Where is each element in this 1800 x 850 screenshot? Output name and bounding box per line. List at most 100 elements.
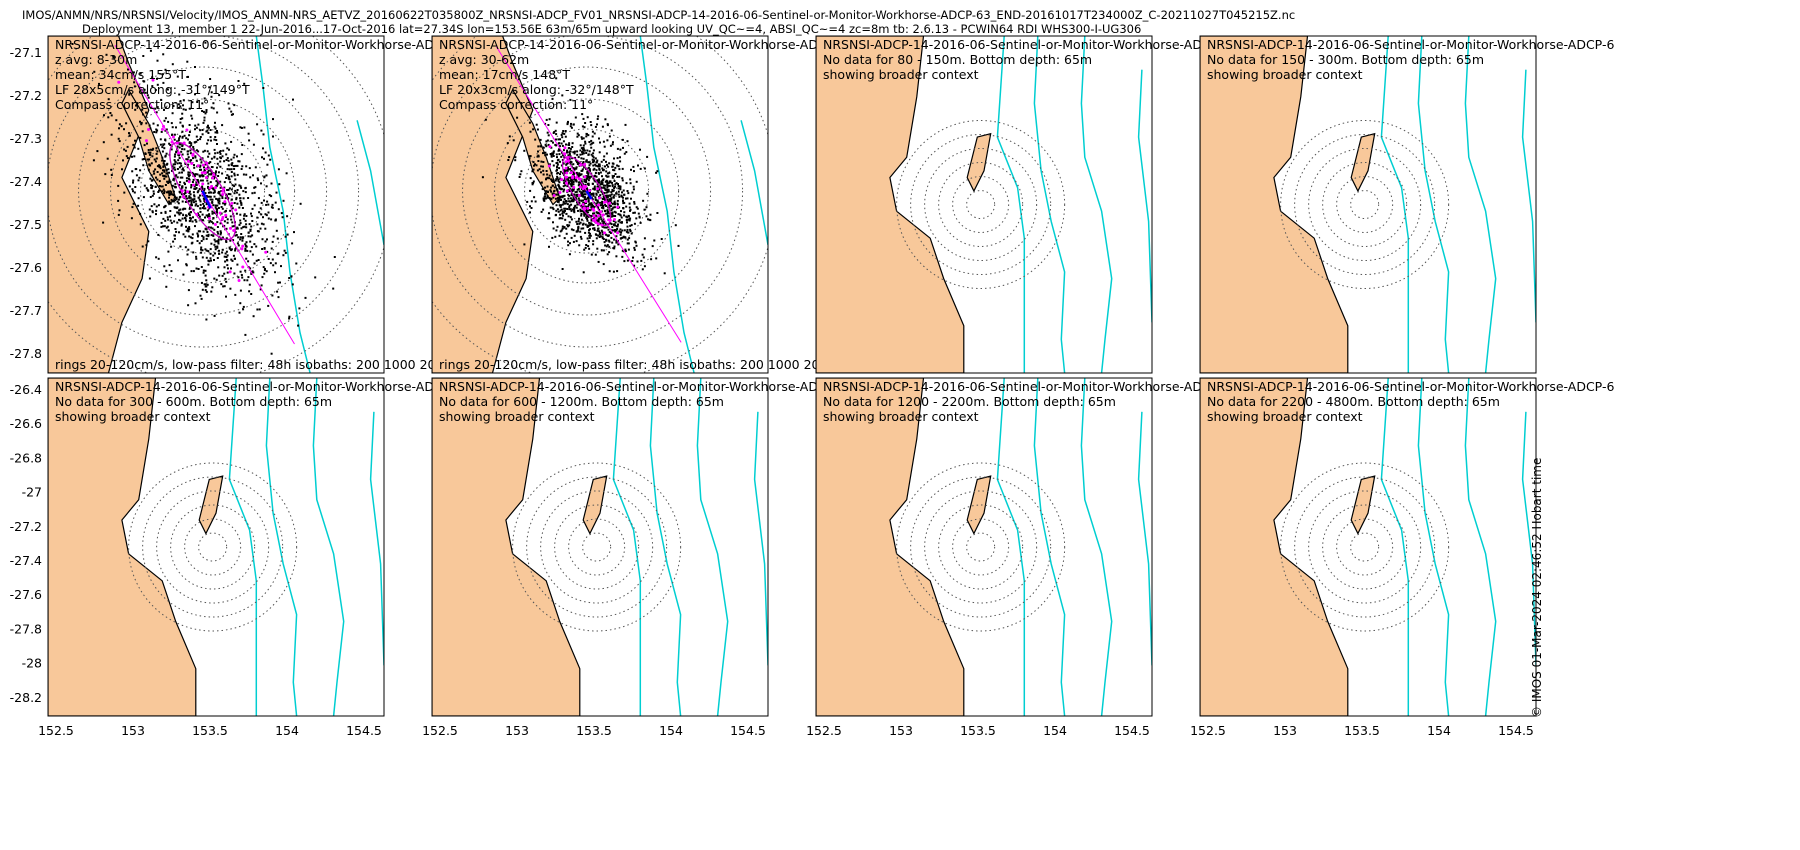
scatter-point (555, 138, 557, 141)
scatter-point (163, 206, 166, 209)
scatter-point (249, 250, 252, 253)
scatter-point (134, 186, 137, 188)
x-tick-label: 154 (1043, 723, 1067, 738)
scatter-point (618, 175, 621, 178)
scatter-point (259, 227, 262, 230)
scatter-point (236, 242, 239, 245)
scatter-point (544, 186, 546, 189)
scatter-point (514, 159, 517, 162)
scatter-point (626, 231, 629, 234)
scatter-point (598, 137, 600, 140)
panel-2: NRSNSI-ADCP-14-2016-06-Sentinel-or-Monit… (431, 35, 871, 374)
scatter-point (554, 179, 557, 182)
scatter-point (208, 188, 211, 191)
scatter-point (576, 193, 579, 196)
scatter-point (210, 220, 213, 223)
scatter-point (550, 178, 553, 181)
scatter-point (163, 163, 166, 166)
lowpass-point (565, 175, 569, 179)
scatter-point (621, 236, 624, 239)
scatter-point (256, 177, 259, 180)
scatter-point (544, 197, 547, 200)
scatter-point (203, 119, 206, 122)
scatter-point (270, 195, 273, 198)
scatter-point (169, 193, 172, 196)
scatter-point (550, 186, 553, 189)
scatter-point (247, 231, 250, 234)
scatter-point (151, 179, 154, 182)
scatter-point (611, 207, 614, 210)
scatter-point (213, 189, 216, 192)
scatter-point (581, 168, 584, 171)
scatter-point (158, 180, 161, 183)
speed-ring (966, 532, 996, 562)
panel-text-line: No data for 300 - 600m. Bottom depth: 65… (55, 394, 332, 409)
scatter-point (205, 285, 208, 288)
scatter-point (176, 176, 179, 179)
isobath-line (265, 378, 298, 716)
scatter-point (263, 247, 266, 250)
scatter-point (551, 153, 554, 156)
scatter-point (140, 123, 143, 126)
scatter-point (161, 73, 164, 76)
scatter-point (607, 194, 610, 197)
scatter-point (213, 238, 216, 241)
scatter-point (131, 188, 134, 191)
scatter-point (71, 43, 74, 45)
scatter-point (137, 147, 140, 150)
scatter-point (560, 134, 563, 136)
scatter-point (192, 216, 194, 219)
scatter-point (626, 140, 629, 143)
scatter-point (189, 196, 192, 199)
scatter-point (258, 211, 261, 214)
scatter-point (169, 215, 171, 218)
scatter-point (157, 191, 160, 193)
scatter-point (176, 75, 179, 78)
scatter-point (192, 178, 195, 181)
scatter-point (677, 244, 680, 247)
scatter-point (90, 14, 92, 16)
scatter-point (561, 136, 564, 139)
scatter-point (608, 135, 611, 138)
scatter-point (147, 151, 150, 154)
scatter-point (611, 188, 614, 191)
scatter-point (557, 199, 560, 202)
scatter-point (270, 182, 273, 185)
scatter-point (216, 143, 218, 145)
scatter-point (634, 241, 637, 244)
scatter-point (105, 53, 108, 56)
scatter-point (590, 153, 593, 156)
scatter-point (609, 181, 612, 184)
scatter-point (577, 209, 579, 212)
scatter-point (196, 101, 199, 103)
scatter-point (584, 184, 587, 186)
scatter-point (168, 194, 171, 197)
scatter-point (605, 174, 608, 177)
scatter-point (570, 218, 573, 221)
lowpass-point (212, 173, 216, 177)
scatter-point (651, 245, 654, 248)
scatter-point (624, 250, 627, 253)
scatter-point (580, 237, 583, 240)
panel-text-line: NRSNSI-ADCP-14-2016-06-Sentinel-or-Monit… (439, 379, 846, 394)
scatter-point (202, 150, 205, 153)
scatter-point (182, 108, 185, 111)
scatter-point (600, 182, 603, 185)
scatter-point (211, 227, 214, 230)
panel-text-line: showing broader context (823, 67, 979, 82)
scatter-point (181, 144, 184, 147)
scatter-point (241, 237, 244, 240)
scatter-point (213, 191, 216, 194)
scatter-point (151, 85, 154, 88)
scatter-point (148, 163, 151, 166)
scatter-point (541, 188, 544, 191)
scatter-point (586, 219, 589, 222)
lowpass-point (221, 192, 225, 196)
scatter-point (201, 110, 204, 112)
scatter-point (227, 177, 230, 180)
scatter-point (589, 191, 591, 194)
scatter-point (158, 185, 161, 187)
scatter-point (622, 199, 624, 202)
scatter-point (557, 142, 560, 145)
scatter-point (214, 248, 217, 251)
